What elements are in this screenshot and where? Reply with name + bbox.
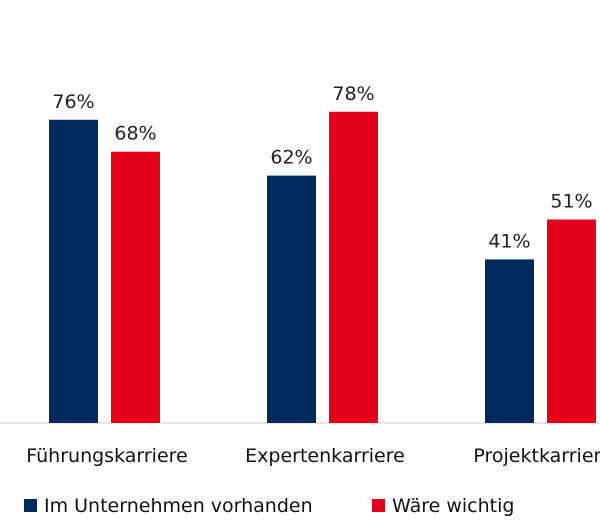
bar-vorhanden-1: [267, 175, 316, 423]
bars-group: [49, 111, 596, 423]
value-label-vorhanden-1: 62%: [270, 147, 312, 169]
category-labels-group: Führungskarriere Expertenkarriere Projektk…: [26, 445, 600, 467]
value-label-wichtig-2: 51%: [550, 191, 592, 213]
bar-vorhanden-0: [49, 119, 98, 423]
category-label-2: Projektkarriere: [473, 445, 600, 467]
legend-label-0: Im Unternehmen vorhanden: [44, 495, 313, 517]
legend-label-1: Wäre wichtig: [392, 495, 514, 517]
value-label-wichtig-1: 78%: [332, 83, 374, 105]
bar-wichtig-2: [547, 219, 596, 423]
bar-vorhanden-2: [485, 259, 534, 423]
value-label-wichtig-0: 68%: [114, 123, 156, 145]
value-label-vorhanden-2: 41%: [488, 230, 530, 252]
legend-swatch-1: [372, 499, 385, 512]
bar-wichtig-0: [111, 151, 160, 423]
bar-wichtig-1: [329, 111, 378, 423]
value-label-vorhanden-0: 76%: [52, 91, 94, 113]
legend-swatch-0: [24, 499, 37, 512]
category-label-1: Expertenkarriere: [245, 445, 405, 467]
legend: Im Unternehmen vorhanden Wäre wichtig: [24, 495, 514, 517]
category-label-0: Führungskarriere: [26, 445, 187, 467]
value-labels-group: 76% 68% 62% 78% 41% 51%: [52, 83, 592, 253]
